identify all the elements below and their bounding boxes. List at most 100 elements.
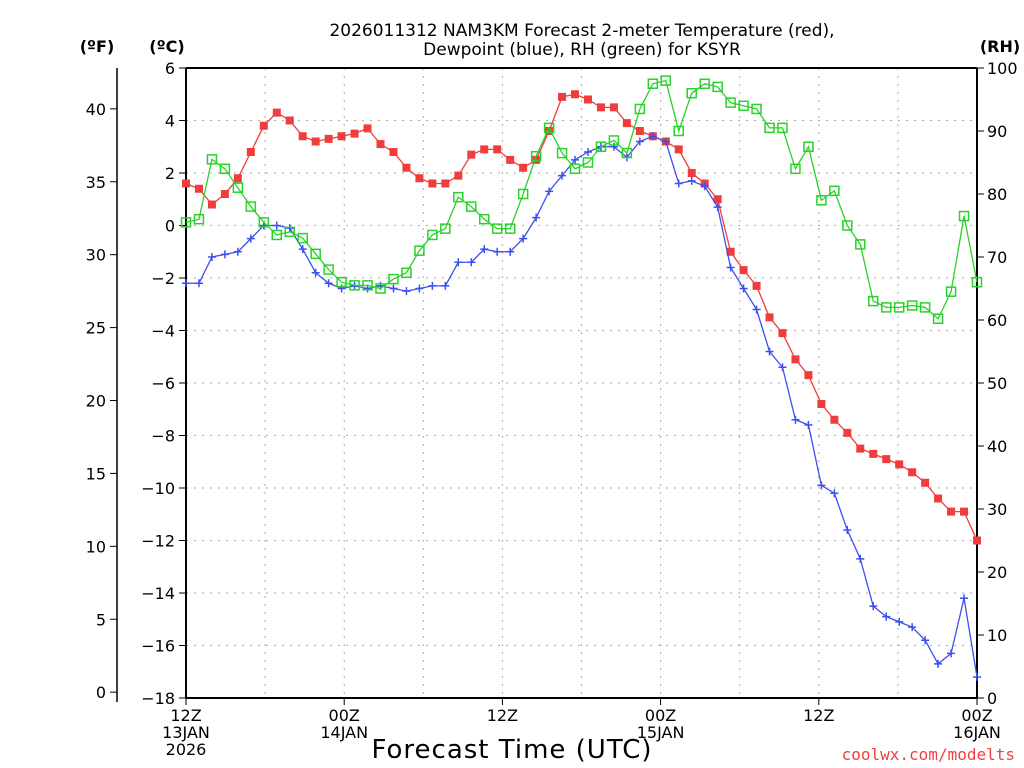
temperature-point	[532, 155, 541, 164]
dewpoint-point	[506, 247, 515, 256]
temperature-point	[571, 90, 580, 99]
rh-line	[185, 79, 978, 320]
rh-point	[556, 147, 568, 159]
rh-point	[284, 226, 295, 238]
dewpoint-point	[389, 284, 398, 293]
temperature-point	[882, 455, 891, 464]
temperature-point	[791, 355, 800, 364]
dewpoint-point	[194, 279, 203, 288]
dewpoint-point	[687, 176, 696, 185]
celsius-tick-label: 6	[165, 59, 175, 78]
dewpoint-line	[186, 135, 978, 678]
rh-point	[971, 276, 983, 288]
rh-tick-label: 70	[987, 248, 1007, 267]
rh-point	[478, 213, 490, 225]
dewpoint-point	[272, 221, 281, 230]
temperature-point	[804, 371, 813, 380]
temperature-point	[817, 400, 826, 408]
chart-title-line-2: Dewpoint (blue), RH (green) for KSYR	[423, 40, 741, 60]
rh-point	[647, 78, 659, 89]
dewpoint-point	[856, 554, 865, 563]
temperature-point	[272, 108, 281, 117]
dewpoint-point	[817, 481, 826, 490]
chart-title-line-1: 2026011312 NAM3KM Forecast 2-meter Tempe…	[329, 21, 834, 41]
rh-point	[219, 163, 231, 175]
temperature-point	[194, 184, 203, 193]
temperature-point	[363, 124, 372, 133]
dewpoint-point	[324, 279, 333, 288]
temperature-point	[609, 103, 618, 112]
fahrenheit-tick-label: 5	[96, 610, 106, 629]
x-tick-label: 12Z	[170, 706, 201, 725]
celsius-tick-label: −12	[141, 532, 175, 551]
dewpoint-point	[207, 253, 216, 261]
rh-tick-label: 90	[987, 122, 1007, 141]
temperature-point	[493, 145, 502, 154]
fahrenheit-tick-label: 25	[86, 319, 106, 338]
dewpoint-point	[583, 148, 592, 156]
x-tick-label: 00Z	[329, 706, 360, 725]
rh-point	[880, 302, 892, 313]
x-tick-label: 12Z	[803, 706, 834, 725]
rh-point	[893, 302, 905, 313]
rh-point	[427, 229, 438, 241]
rh-point	[466, 201, 477, 212]
rh-point	[453, 191, 464, 203]
rh-point	[621, 147, 633, 159]
rh-point	[803, 141, 814, 152]
celsius-tick-label: −18	[141, 689, 175, 708]
temperature-point	[389, 148, 398, 156]
rh-point	[193, 213, 205, 225]
dewpoint-point	[934, 659, 943, 668]
dewpoint-point	[947, 649, 956, 658]
temperature-point	[830, 415, 839, 424]
rh-point	[634, 103, 646, 115]
temperature-point	[583, 95, 592, 104]
temperature-point	[454, 171, 463, 180]
temperature-point	[480, 145, 489, 154]
temperature-point	[337, 132, 346, 141]
rh-tick-label: 100	[987, 59, 1018, 78]
rh-tick-label: 30	[987, 500, 1007, 519]
dewpoint-point	[778, 363, 787, 372]
temperature-point	[545, 127, 554, 135]
temperature-point	[558, 92, 567, 101]
dewpoint-point	[674, 179, 683, 188]
dewpoint-point	[791, 415, 800, 424]
credit-link[interactable]: coolwx.com/modelts	[842, 745, 1015, 764]
fahrenheit-tick-label: 20	[86, 392, 106, 411]
fahrenheit-tick-label: 10	[86, 537, 106, 556]
rh-point	[517, 188, 529, 200]
rh-point	[932, 313, 944, 324]
rh-point	[401, 267, 412, 278]
temperature-point	[674, 145, 683, 154]
dewpoint-point	[441, 281, 450, 290]
series-group	[180, 75, 983, 681]
x-tick-label: 13JAN	[162, 723, 210, 742]
rh-point	[686, 87, 697, 99]
rh-point	[919, 302, 931, 313]
rh-point	[958, 210, 970, 222]
temperature-point	[182, 179, 190, 188]
dewpoint-point	[285, 224, 294, 233]
rh-unit-label: (RH)	[980, 37, 1020, 56]
celsius-tick-label: −8	[151, 427, 175, 446]
rh-tick-label: 80	[987, 185, 1007, 204]
fahrenheit-tick-label: 40	[86, 100, 106, 119]
rh-point	[440, 223, 451, 234]
temperature-point	[739, 266, 748, 275]
dewpoint-point	[220, 250, 229, 259]
temperature-point	[635, 127, 644, 135]
fahrenheit-tick-label: 0	[96, 683, 106, 702]
rh-tick-label: 60	[987, 311, 1007, 330]
dewpoint-point	[467, 258, 476, 267]
dewpoint-point	[960, 594, 969, 603]
temperature-point	[687, 169, 696, 177]
rh-point	[336, 276, 347, 288]
fahrenheit-tick-label: 30	[86, 246, 106, 265]
x-tick-label: 14JAN	[320, 723, 368, 742]
rh-point	[816, 195, 827, 206]
x-axis-title: Forecast Time (UTC)	[371, 735, 652, 765]
rh-point	[712, 81, 723, 93]
rh-point	[906, 300, 918, 311]
